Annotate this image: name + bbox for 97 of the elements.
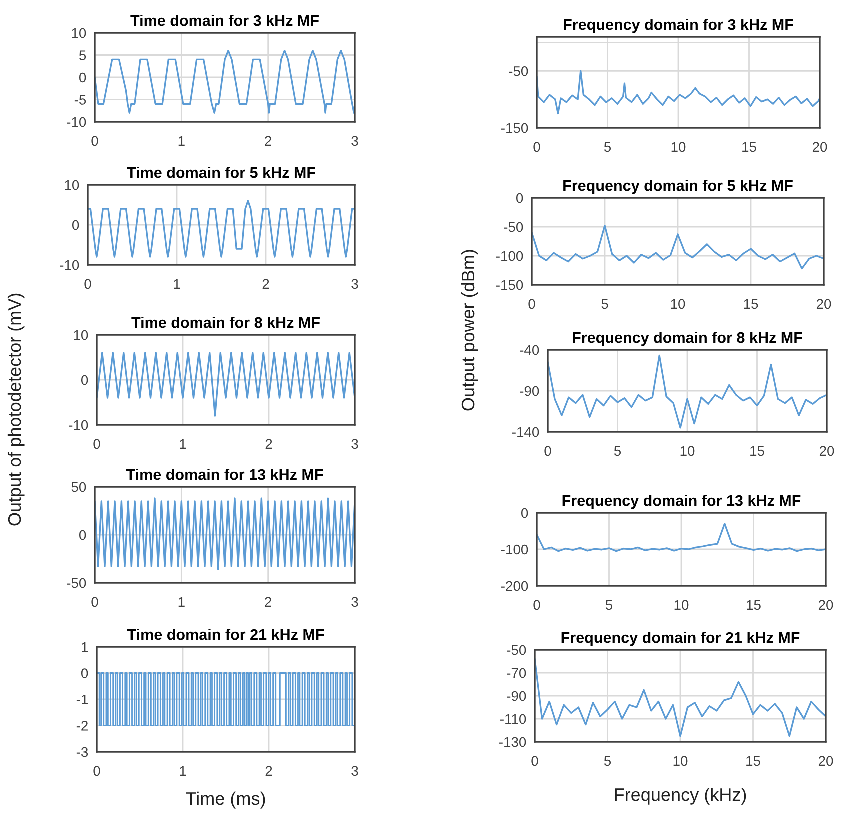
y-tick-label: -100 — [501, 544, 528, 555]
x-tick-label: 0 — [92, 136, 98, 146]
x-tick-label: 5 — [606, 600, 613, 610]
y-tick-label: 0 — [521, 508, 528, 518]
x-tick-label: 3 — [352, 766, 358, 776]
x-tick-label: 2 — [265, 136, 272, 146]
y-tick-label: 50 — [72, 482, 86, 492]
x-tick-label: 10 — [671, 299, 686, 310]
x-tick-label: 0 — [94, 766, 100, 776]
line-series — [88, 200, 355, 258]
chart-title: Time domain for 8 kHz MF — [132, 316, 320, 328]
y-tick-label: -140 — [512, 427, 540, 438]
x-tick-label: 2 — [262, 279, 270, 289]
y-tick-label: 1 — [82, 642, 88, 652]
y-tick-label: -3 — [76, 747, 88, 758]
x-tick-label: 0 — [92, 597, 98, 608]
y-tick-label: -150 — [501, 123, 528, 134]
y-tick-label: -90 — [507, 691, 526, 702]
x-tick-label: 1 — [178, 597, 185, 607]
y-tick-label: -110 — [500, 714, 526, 724]
y-tick-label: -50 — [67, 578, 86, 588]
x-tick-label: 5 — [604, 756, 612, 766]
line-series — [532, 225, 824, 270]
chart-title: Frequency domain for 5 kHz MF — [564, 180, 793, 194]
x-tick-label: 3 — [352, 597, 358, 608]
x-tick-label: 15 — [747, 600, 761, 610]
chart-title: Frequency domain for 13 kHz MF — [562, 494, 801, 510]
x-tick-label: 1 — [174, 279, 180, 289]
x-tick-label: 0 — [94, 439, 100, 450]
x-tick-label: 10 — [672, 142, 686, 152]
y-tick-label: 10 — [65, 180, 80, 190]
y-tick-label: 0 — [79, 72, 86, 83]
chart-title: Time domain for 3 kHz MF — [130, 14, 319, 26]
x-tick-label: 15 — [744, 299, 758, 310]
x-tick-label: 3 — [352, 136, 358, 146]
line-series — [537, 70, 820, 115]
y-tick-label: -40 — [520, 345, 540, 356]
chart-title: Time domain for 5 kHz MF — [127, 166, 316, 178]
line-series — [95, 50, 355, 114]
x-axis-title: Time (ms) — [186, 792, 266, 809]
line-series — [537, 523, 826, 552]
x-tick-label: 15 — [746, 756, 760, 766]
y-tick-label: -100 — [496, 251, 524, 262]
y-tick-label: -200 — [501, 581, 528, 592]
chart-title: Frequency domain for 8 kHz MF — [573, 332, 802, 346]
y-tick-label: 5 — [80, 50, 86, 60]
y-axis-title: Output power (dBm) — [461, 250, 478, 411]
chart-title: Frequency domain for 21 kHz MF — [562, 632, 800, 646]
x-tick-label: 20 — [818, 756, 834, 766]
y-tick-label: 0 — [72, 220, 80, 230]
x-tick-label: 2 — [265, 597, 272, 607]
x-tick-label: 1 — [180, 439, 186, 449]
y-tick-label: 0 — [81, 668, 88, 678]
y-tick-label: -50 — [507, 645, 526, 656]
line-series — [95, 498, 355, 570]
y-tick-label: -50 — [504, 222, 524, 232]
y-tick-label: -90 — [520, 386, 540, 396]
y-tick-label: -2 — [76, 721, 88, 731]
x-tick-label: 20 — [820, 446, 834, 456]
x-axis-title: Frequency (kHz) — [615, 788, 746, 805]
line-series — [548, 354, 827, 429]
chart-title: Frequency domain for 3 kHz MF — [564, 18, 794, 34]
x-tick-label: 5 — [614, 446, 622, 456]
y-tick-label: 0 — [81, 375, 88, 386]
chart-title: Time domain for 21 kHz MF — [127, 628, 324, 640]
y-tick-label: 0 — [79, 530, 86, 540]
y-tick-label: 10 — [72, 28, 86, 38]
y-tick-label: -10 — [69, 420, 88, 430]
y-tick-label: -5 — [74, 95, 86, 105]
x-tick-label: 15 — [750, 446, 764, 456]
y-tick-label: -1 — [76, 694, 88, 705]
x-tick-label: 10 — [680, 446, 695, 456]
x-tick-label: 3 — [352, 279, 358, 290]
y-tick-label: -50 — [509, 66, 528, 76]
x-tick-label: 20 — [812, 142, 828, 152]
x-tick-label: 2 — [266, 766, 272, 776]
x-tick-label: 15 — [742, 142, 756, 152]
x-tick-label: 3 — [352, 439, 358, 450]
x-tick-label: 20 — [818, 600, 834, 610]
y-axis-title: Output of photodetector (mV) — [8, 294, 25, 526]
y-tick-label: -10 — [60, 260, 80, 270]
y-tick-label: -150 — [496, 280, 524, 290]
y-tick-label: 10 — [74, 330, 88, 340]
x-tick-label: 5 — [604, 142, 612, 152]
x-tick-label: 0 — [544, 446, 552, 456]
x-tick-label: 10 — [674, 600, 689, 610]
y-tick-label: 0 — [516, 193, 524, 204]
x-tick-label: 1 — [178, 136, 185, 146]
y-tick-label: -130 — [499, 737, 526, 748]
x-tick-label: 1 — [180, 766, 186, 776]
y-tick-label: -10 — [67, 117, 86, 128]
y-tick-label: -70 — [507, 668, 526, 678]
chart-title: Time domain for 13 kHz MF — [126, 468, 324, 480]
x-tick-label: 5 — [602, 299, 608, 310]
x-tick-label: 20 — [816, 299, 832, 310]
x-tick-label: 10 — [674, 756, 688, 766]
x-tick-label: 2 — [266, 439, 272, 449]
